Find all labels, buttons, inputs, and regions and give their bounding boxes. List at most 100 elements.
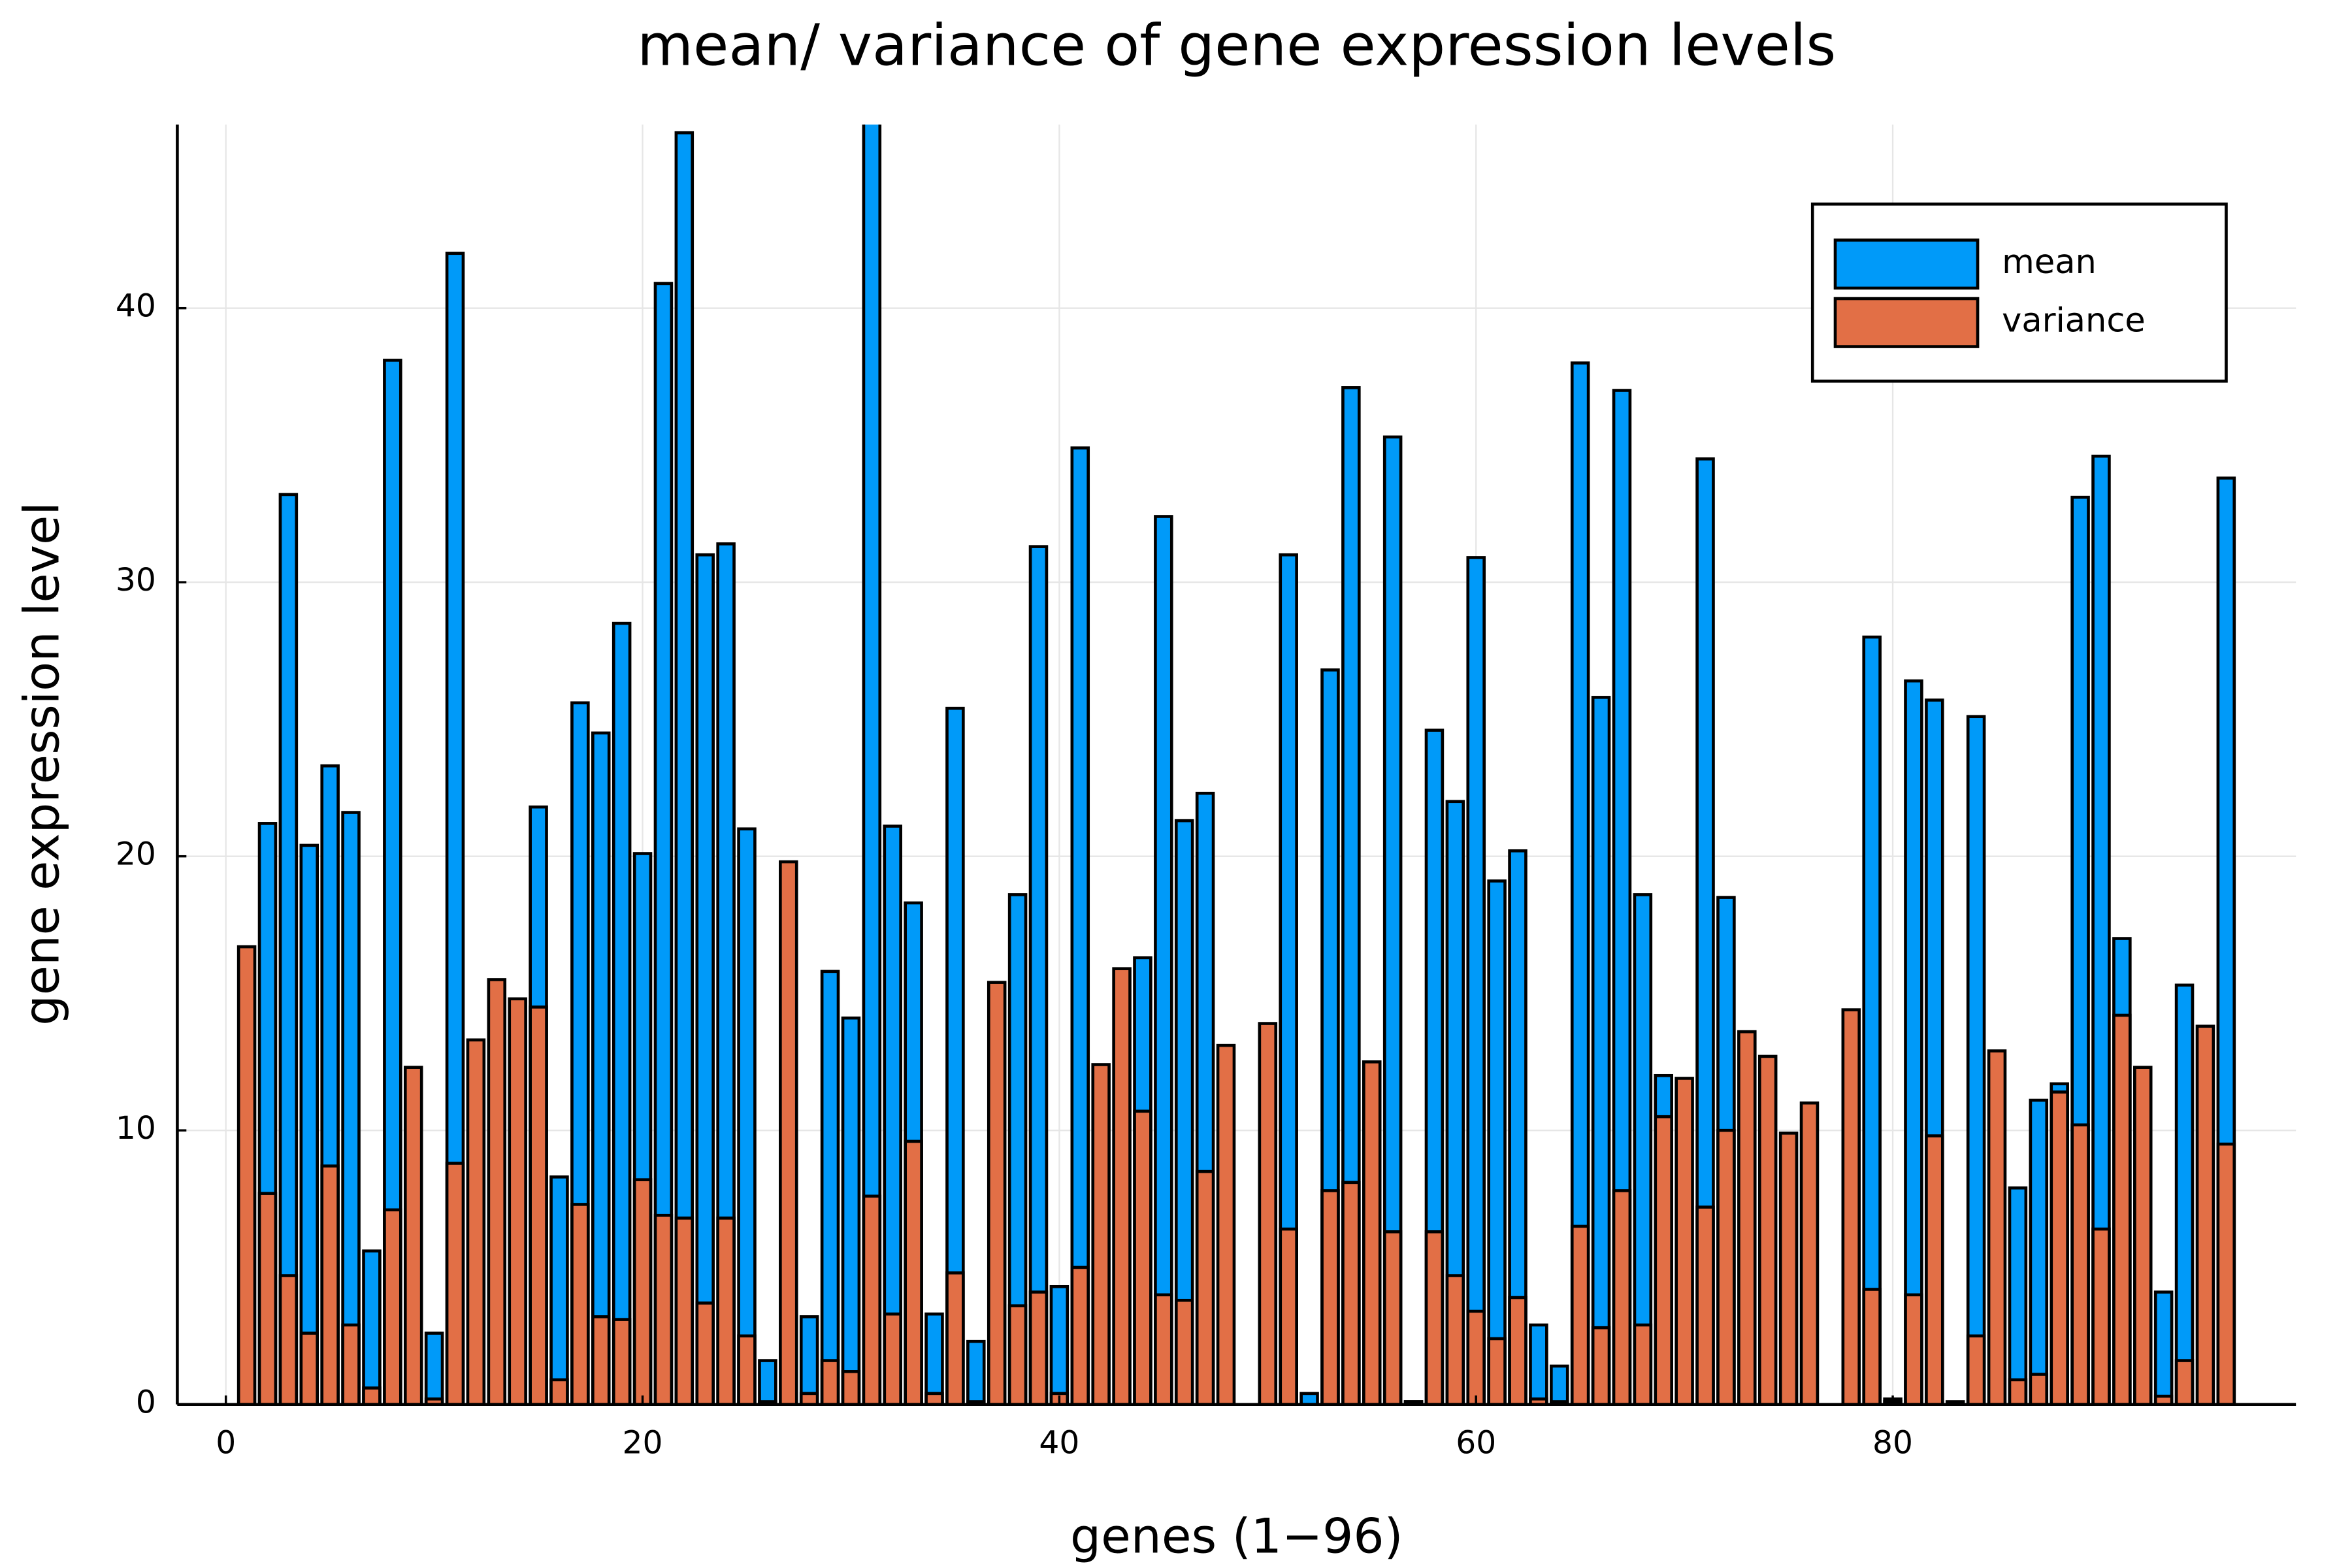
- bar: [1279, 1227, 1298, 1405]
- bar: [1757, 1054, 1778, 1405]
- bar: [1154, 515, 1173, 1405]
- bar: [2174, 1359, 2195, 1405]
- bar: [904, 1139, 923, 1405]
- bar: [1049, 1284, 1070, 1405]
- bar: [945, 1271, 965, 1405]
- bar: [1007, 1304, 1028, 1405]
- bar: [362, 1386, 382, 1405]
- bar: [529, 1005, 548, 1405]
- y-axis-label: gene expression level: [14, 502, 70, 1026]
- bar: [570, 1203, 590, 1405]
- y-tick-label: 10: [116, 1110, 156, 1147]
- bar: [924, 1312, 944, 1405]
- chart-title: mean/ variance of gene expression levels: [637, 12, 1836, 78]
- bar: [758, 1359, 777, 1405]
- bar: [1925, 1134, 1944, 1405]
- bar: [1362, 1060, 1382, 1405]
- y-tick-label: 20: [116, 836, 156, 873]
- x-tick-label: 60: [1456, 1425, 1496, 1462]
- bar: [1633, 893, 1653, 1405]
- bar: [1258, 1022, 1278, 1405]
- x-tick-label: 40: [1039, 1425, 1079, 1462]
- bar: [1570, 1224, 1590, 1405]
- x-tick-label: 0: [216, 1425, 236, 1462]
- bar: [2174, 983, 2195, 1405]
- bar: [820, 1359, 840, 1405]
- bar: [1841, 1008, 1861, 1405]
- x-tick-label: 80: [1872, 1425, 1913, 1462]
- bar: [466, 1038, 486, 1405]
- bar: [1654, 1115, 1674, 1405]
- bar: [1966, 715, 1986, 1405]
- bar: [841, 1370, 861, 1405]
- bar: [1674, 1077, 1694, 1405]
- bar: [1382, 1230, 1403, 1405]
- bar: [1424, 1230, 1445, 1405]
- bar: [403, 1066, 423, 1405]
- bar: [674, 1217, 694, 1405]
- bar: [737, 827, 757, 1405]
- bar: [799, 1315, 819, 1405]
- bar: [1028, 545, 1049, 1405]
- legend-box: [1810, 203, 2228, 383]
- bar: [1904, 1293, 1923, 1405]
- bar: [1091, 1063, 1111, 1405]
- bar: [1487, 1337, 1507, 1405]
- bar: [257, 1192, 278, 1405]
- bar: [1341, 1181, 1361, 1405]
- bar: [1195, 1169, 1215, 1405]
- bar: [1529, 1323, 1548, 1405]
- bar: [1466, 556, 1486, 1405]
- bar: [1695, 1205, 1715, 1405]
- bar: [2195, 1024, 2215, 1405]
- bar: [362, 1249, 382, 1405]
- bar: [549, 1175, 569, 1405]
- bar: [424, 1331, 444, 1405]
- bar: [487, 978, 507, 1405]
- bar: [445, 1162, 465, 1405]
- x-axis-label: genes (1−96): [1070, 1509, 1403, 1565]
- bar: [320, 1164, 340, 1405]
- bar: [1154, 1293, 1173, 1405]
- bar: [883, 1312, 903, 1405]
- bar: [653, 1213, 674, 1405]
- bar: [1529, 1397, 1548, 1405]
- bar: [987, 981, 1007, 1405]
- bar: [1987, 1049, 2007, 1405]
- bar: [862, 1194, 882, 1405]
- bar: [1612, 1189, 1632, 1405]
- bar: [674, 131, 694, 1405]
- bar: [1778, 1132, 1799, 1405]
- bar: [1633, 1323, 1653, 1405]
- bar: [341, 1323, 361, 1405]
- bar: [737, 1334, 757, 1405]
- bar: [2029, 1373, 2049, 1405]
- bar: [591, 731, 611, 1405]
- bar: [1028, 1290, 1049, 1405]
- bar: [2133, 1066, 2153, 1405]
- bar: [1070, 446, 1090, 1405]
- bar: [1466, 1309, 1486, 1405]
- bar: [799, 1392, 819, 1405]
- bar: [883, 825, 903, 1405]
- bar: [862, 124, 882, 1405]
- bar: [779, 860, 798, 1405]
- bar: [1445, 1274, 1465, 1405]
- bar: [1216, 1043, 1236, 1405]
- bar: [1862, 1288, 1882, 1405]
- bar: [1737, 1030, 1757, 1405]
- bar: [1320, 1189, 1340, 1405]
- bar: [383, 1208, 402, 1405]
- bar: [549, 1378, 569, 1405]
- bar: [2070, 1123, 2090, 1405]
- bar: [632, 1178, 653, 1405]
- bar: [1550, 1364, 1569, 1405]
- bar: [1299, 1392, 1319, 1405]
- bar: [1070, 1266, 1090, 1405]
- bar: [1174, 1298, 1194, 1405]
- legend-label: mean: [2002, 242, 2097, 281]
- bar: [612, 1318, 632, 1405]
- bar: [591, 1315, 611, 1405]
- bar: [1591, 696, 1611, 1405]
- bar: [278, 1274, 299, 1405]
